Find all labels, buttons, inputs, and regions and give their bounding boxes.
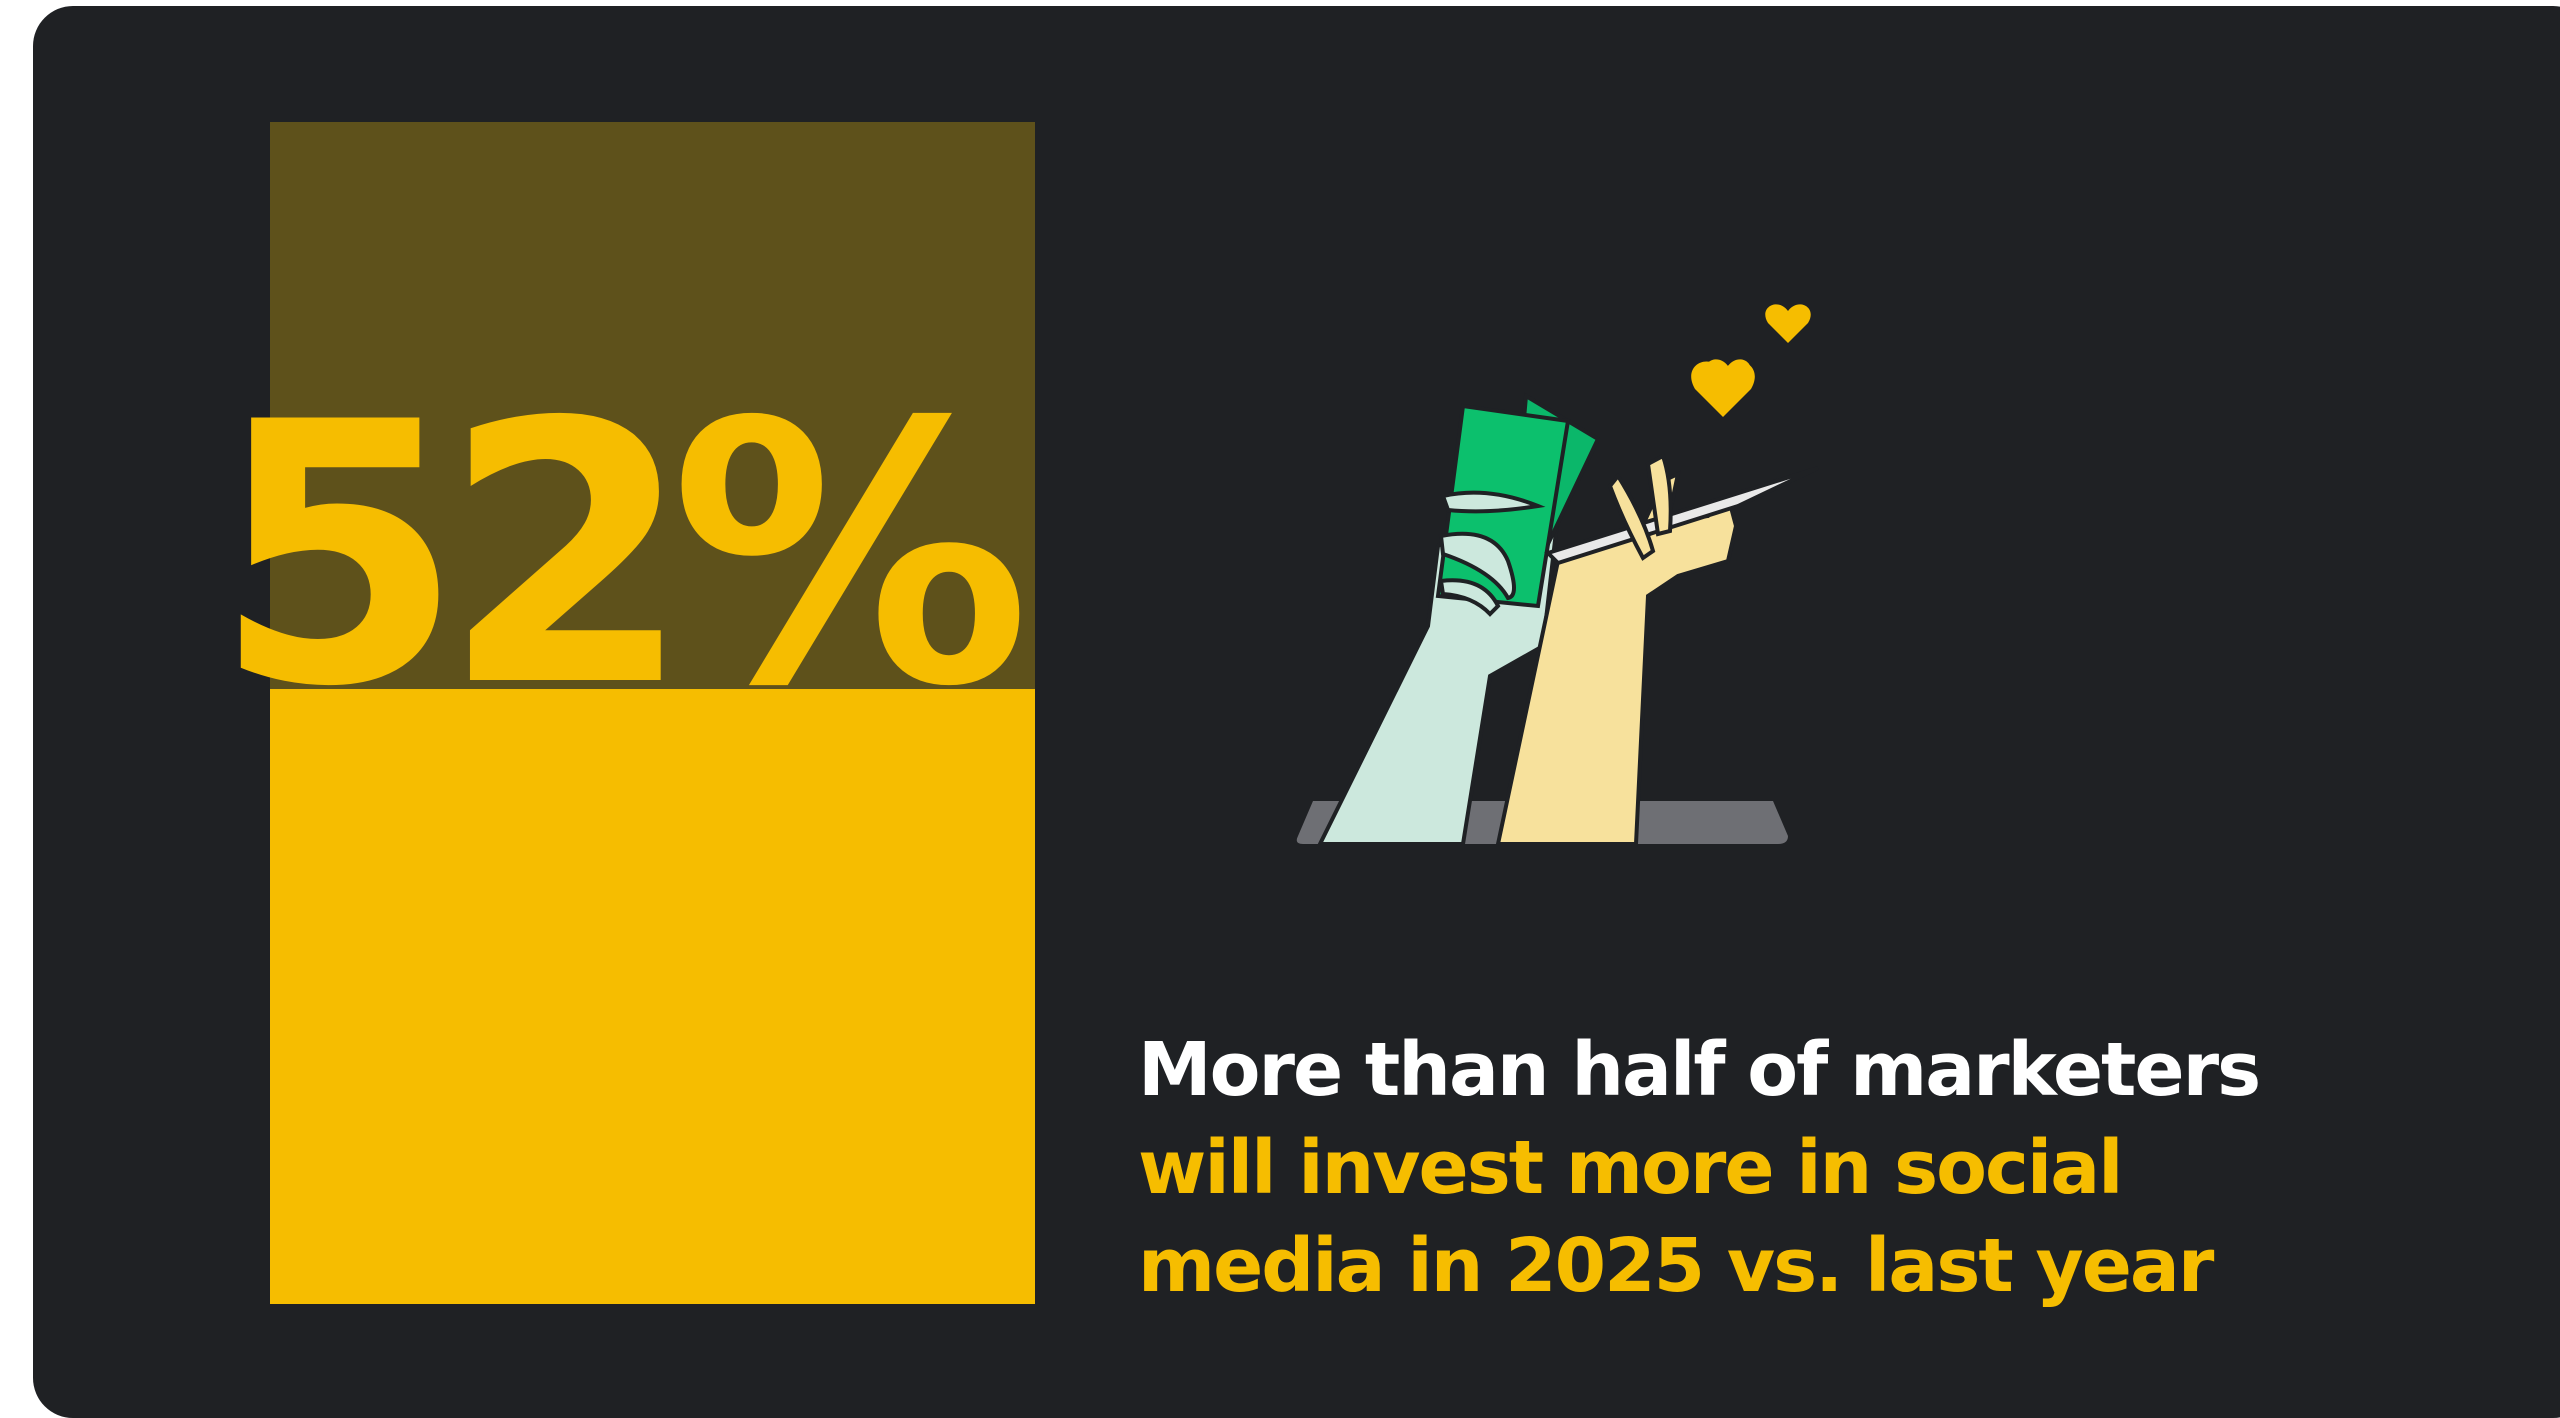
finger-icon [1607,472,1656,561]
percent-bar-track [270,122,1035,1304]
percent-label-overlay: 52% [270,689,1035,1304]
headline-text: More than half of marketers will invest … [1138,1021,2438,1315]
finger-icon [1438,578,1501,617]
percent-value-label: 52% [213,346,1031,765]
headline-line-1: More than half of marketers [1138,1027,2261,1113]
percent-bar-fill [270,689,1035,1304]
percent-label-wrap: 52% 52% [33,6,2560,1418]
heart-icon [1691,361,1755,417]
infographic-card: 52% 52% More than half of marketers will… [33,6,2560,1418]
finger-icon [1645,453,1673,537]
headline-line-2: will invest more in social [1138,1125,2124,1211]
finger-icon [1438,531,1516,601]
percent-value-label-overlay: 52% [270,689,1035,736]
heart-icon [1765,304,1811,343]
finger-icon [1440,490,1546,514]
hands-cash-pen-illustration [1296,304,1819,846]
pen-icon [1544,466,1819,566]
headline-line-3: media in 2025 vs. last year [1138,1223,2214,1309]
